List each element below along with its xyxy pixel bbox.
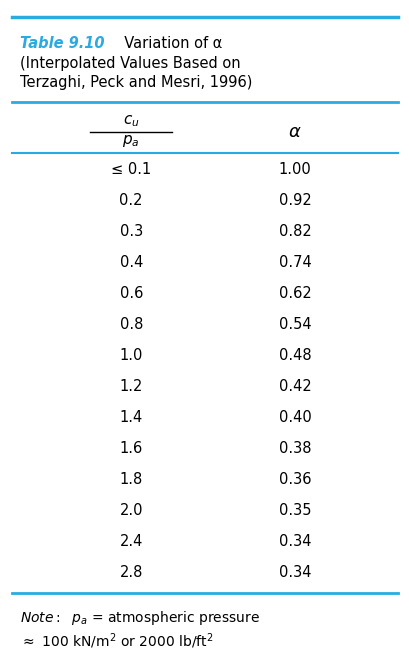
Text: 0.3: 0.3 bbox=[119, 224, 142, 239]
Text: 0.8: 0.8 bbox=[119, 317, 143, 332]
Text: 0.74: 0.74 bbox=[278, 255, 311, 270]
Text: 0.92: 0.92 bbox=[278, 193, 311, 208]
Text: 1.2: 1.2 bbox=[119, 379, 143, 394]
Text: 0.40: 0.40 bbox=[278, 410, 311, 425]
Text: 0.36: 0.36 bbox=[278, 472, 311, 487]
Text: 1.6: 1.6 bbox=[119, 441, 142, 456]
Text: $\it{Note:}$  $p_a$ = atmospheric pressure: $\it{Note:}$ $p_a$ = atmospheric pressur… bbox=[20, 609, 260, 627]
Text: $\mathbf{\mathit{\alpha}}$: $\mathbf{\mathit{\alpha}}$ bbox=[288, 123, 301, 141]
Text: $\approx$ 100 kN/m$^2$ or 2000 lb/ft$^2$: $\approx$ 100 kN/m$^2$ or 2000 lb/ft$^2$ bbox=[20, 631, 213, 651]
Text: 2.8: 2.8 bbox=[119, 565, 143, 580]
Text: 1.00: 1.00 bbox=[278, 162, 311, 177]
Text: 2.4: 2.4 bbox=[119, 534, 143, 549]
Text: 0.62: 0.62 bbox=[278, 286, 311, 301]
Text: 0.48: 0.48 bbox=[278, 348, 311, 363]
Text: ≤ 0.1: ≤ 0.1 bbox=[111, 162, 151, 177]
Text: 0.38: 0.38 bbox=[278, 441, 311, 456]
Text: 1.0: 1.0 bbox=[119, 348, 143, 363]
Text: 1.4: 1.4 bbox=[119, 410, 142, 425]
Text: 1.8: 1.8 bbox=[119, 472, 142, 487]
Text: (Interpolated Values Based on: (Interpolated Values Based on bbox=[20, 56, 240, 71]
Text: Terzaghi, Peck and Mesri, 1996): Terzaghi, Peck and Mesri, 1996) bbox=[20, 75, 252, 90]
Text: 0.4: 0.4 bbox=[119, 255, 143, 270]
Text: 0.35: 0.35 bbox=[278, 503, 311, 518]
Text: 0.34: 0.34 bbox=[278, 534, 311, 549]
Text: $\mathbf{\mathit{c_u}}$: $\mathbf{\mathit{c_u}}$ bbox=[123, 114, 139, 129]
Text: Table 9.10: Table 9.10 bbox=[20, 36, 105, 51]
Text: 0.54: 0.54 bbox=[278, 317, 311, 332]
Text: 0.82: 0.82 bbox=[278, 224, 311, 239]
Text: 2.0: 2.0 bbox=[119, 503, 143, 518]
Text: 0.42: 0.42 bbox=[278, 379, 311, 394]
Text: 0.34: 0.34 bbox=[278, 565, 311, 580]
Text: Variation of α: Variation of α bbox=[115, 36, 222, 51]
Text: $\mathbf{\mathit{p_a}}$: $\mathbf{\mathit{p_a}}$ bbox=[122, 133, 139, 149]
Text: 0.2: 0.2 bbox=[119, 193, 143, 208]
Text: 0.6: 0.6 bbox=[119, 286, 143, 301]
